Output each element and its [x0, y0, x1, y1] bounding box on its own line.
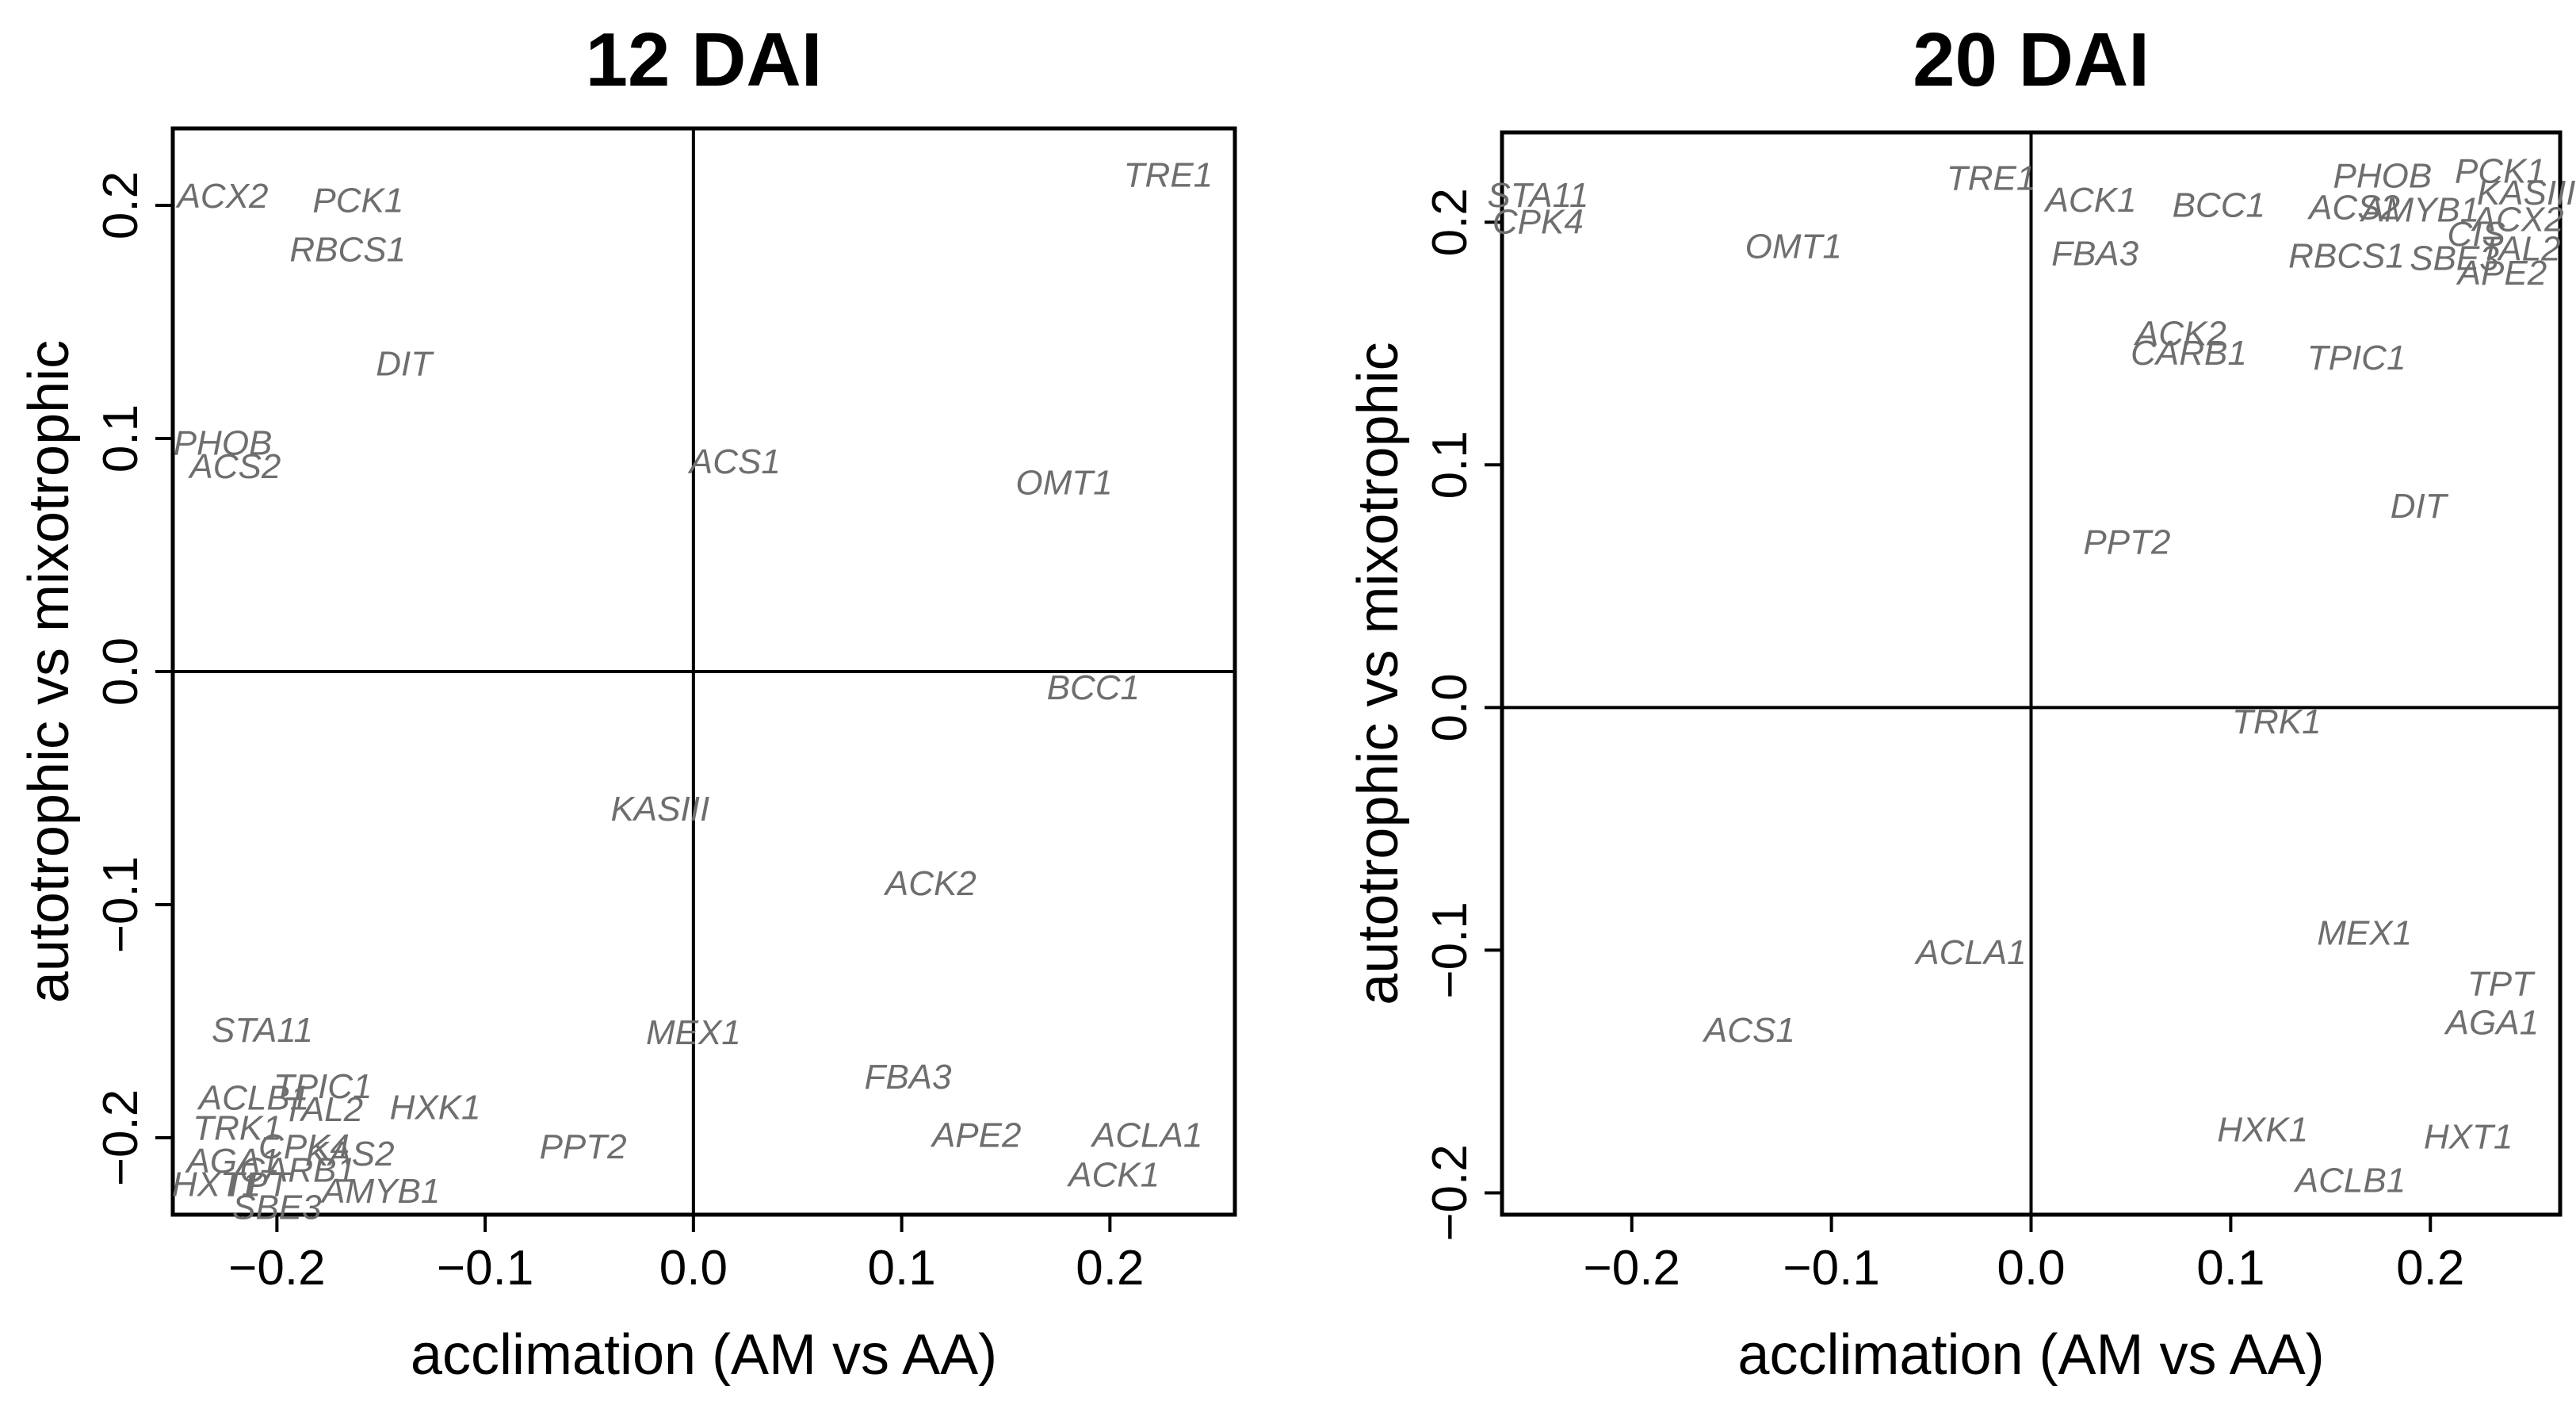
y-tick-label: 0.1	[1423, 431, 1477, 499]
point-label-acs1: ACS1	[687, 442, 781, 481]
point-label-carb1: CARB1	[2131, 334, 2247, 373]
point-label-sbe3: SBE3	[2410, 239, 2499, 278]
y-axis-label: autotrophic vs mixotrophic	[1347, 342, 1410, 1005]
point-label-ack2: ACK2	[2133, 315, 2226, 354]
point-label-phob: PHOB	[174, 423, 273, 462]
point-label-acx2: ACX2	[2471, 201, 2564, 239]
point-label-dit: DIT	[376, 344, 434, 383]
point-label-acla1: ACLA1	[1090, 1116, 1202, 1155]
point-label-fba3: FBA3	[2051, 235, 2139, 274]
point-label-tpic1: TPIC1	[273, 1067, 373, 1106]
point-label-ack1: ACK1	[1066, 1156, 1160, 1195]
point-label-acs1: ACS1	[1702, 1011, 1795, 1050]
point-label-rbcs1: RBCS1	[2288, 237, 2405, 276]
point-label-aga1: AGA1	[2444, 1004, 2539, 1043]
point-label-amyb1: AMYB1	[319, 1172, 440, 1211]
point-label-acx2: ACX2	[175, 177, 269, 216]
chart-title: 12 DAI	[586, 17, 823, 102]
point-label-kasiii: KASIII	[2477, 174, 2576, 212]
point-label-aclb1: ACLB1	[2293, 1162, 2406, 1200]
x-tick-label: −0.2	[228, 1241, 325, 1296]
point-label-pck1: PCK1	[2455, 151, 2546, 190]
y-tick-label: −0.2	[1423, 1144, 1477, 1241]
point-label-trk1: TRK1	[2232, 702, 2321, 741]
point-label-sta11: STA11	[1487, 176, 1588, 215]
point-label-carb1: CARB1	[239, 1151, 356, 1190]
point-label-omt1: OMT1	[1745, 227, 1842, 266]
point-label-omt1: OMT1	[1015, 463, 1112, 502]
panel-1: 12 DAI −0.2 −0.1 0.0 0.1 0.2 −0.2 −0.1 0.0 0.1 0.2…	[17, 17, 1237, 1387]
y-tick-label: −0.2	[94, 1089, 148, 1186]
point-label-dit: DIT	[2391, 487, 2449, 526]
point-label-ppt2: PPT2	[2083, 523, 2170, 562]
point-label-acs2: ACS2	[187, 447, 281, 486]
point-label-acla1: ACLA1	[1913, 933, 2026, 972]
y-tick-label: 0.2	[94, 171, 148, 239]
point-label-tpt: TPT	[224, 1165, 292, 1204]
point-label-fba3: FBA3	[864, 1058, 952, 1097]
point-label-pck1: PCK1	[312, 182, 403, 220]
x-tick-label: 0.1	[868, 1241, 936, 1296]
y-tick-label: −0.1	[1423, 901, 1477, 998]
point-label-sbe3: SBE3	[232, 1189, 322, 1227]
point-label-aclb1: ACLB1	[197, 1079, 309, 1118]
point-label-hxt1: HXT1	[172, 1165, 261, 1204]
x-tick-label: 0.1	[2196, 1241, 2265, 1296]
point-label-tal2: TAL2	[282, 1090, 363, 1129]
x-tick-label: 0.0	[659, 1241, 728, 1296]
point-label-kas2: KAS2	[305, 1135, 395, 1173]
chart-title: 20 DAI	[1913, 17, 2150, 102]
point-label-hxk1: HXK1	[2217, 1110, 2308, 1149]
point-label-ppt2: PPT2	[540, 1127, 627, 1166]
point-label-ack2: ACK2	[883, 864, 977, 903]
y-tick-label: 0.0	[94, 637, 148, 706]
point-label-tal2: TAL2	[2480, 229, 2561, 268]
x-axis-label: acclimation (AM vs AA)	[411, 1323, 997, 1387]
x-tick-label: −0.1	[1783, 1241, 1879, 1296]
point-label-cpk4: CPK4	[1492, 203, 1584, 242]
point-label-kasiii: KASIII	[610, 790, 709, 829]
point-label-ape2: APE2	[2456, 254, 2547, 293]
point-label-aga1: AGA1	[185, 1142, 280, 1181]
y-tick-label: 0.1	[94, 404, 148, 473]
point-label-tre1: TRE1	[1124, 155, 1213, 194]
point-label-mex1: MEX1	[2317, 913, 2412, 952]
panel-2: 20 DAI −0.2 −0.1 0.0 0.1 0.2 −0.2 −0.1 0.0 0.1 0.2…	[1347, 17, 2576, 1387]
x-tick-label: 0.0	[1997, 1241, 2065, 1296]
point-label-rbcs1: RBCS1	[289, 230, 406, 269]
point-label-tpt: TPT	[2467, 965, 2536, 1004]
x-tick-label: −0.1	[437, 1241, 533, 1296]
x-tick-label: 0.2	[2396, 1241, 2464, 1296]
x-axis-label: acclimation (AM vs AA)	[1737, 1323, 2324, 1387]
point-label-cis: CIS	[2448, 215, 2505, 254]
point-label-trk1: TRK1	[193, 1109, 281, 1148]
x-tick-label: 0.2	[1076, 1241, 1144, 1296]
y-tick-label: −0.1	[94, 856, 148, 953]
point-label-ape2: APE2	[930, 1116, 1022, 1155]
y-axis-label: autotrophic vs mixotrophic	[17, 340, 81, 1003]
point-label-bcc1: BCC1	[1047, 668, 1140, 707]
point-label-mex1: MEX1	[646, 1013, 741, 1052]
x-tick-label: −0.2	[1584, 1241, 1680, 1296]
point-label-tre1: TRE1	[1947, 159, 2035, 198]
point-label-phob: PHOB	[2333, 157, 2432, 196]
point-label-ack1: ACK1	[2043, 181, 2137, 220]
point-label-hxt1: HXT1	[2424, 1118, 2513, 1157]
point-label-sta11: STA11	[212, 1011, 313, 1050]
point-label-hxk1: HXK1	[390, 1088, 481, 1127]
point-label-acs2: ACS2	[2307, 188, 2400, 227]
y-tick-label: 0.2	[1423, 188, 1477, 256]
point-label-bcc1: BCC1	[2173, 186, 2265, 224]
y-tick-label: 0.0	[1423, 673, 1477, 741]
point-label-amyb1: AMYB1	[2359, 190, 2479, 229]
point-label-tpic1: TPIC1	[2307, 339, 2406, 377]
point-label-cpk4: CPK4	[258, 1127, 350, 1166]
